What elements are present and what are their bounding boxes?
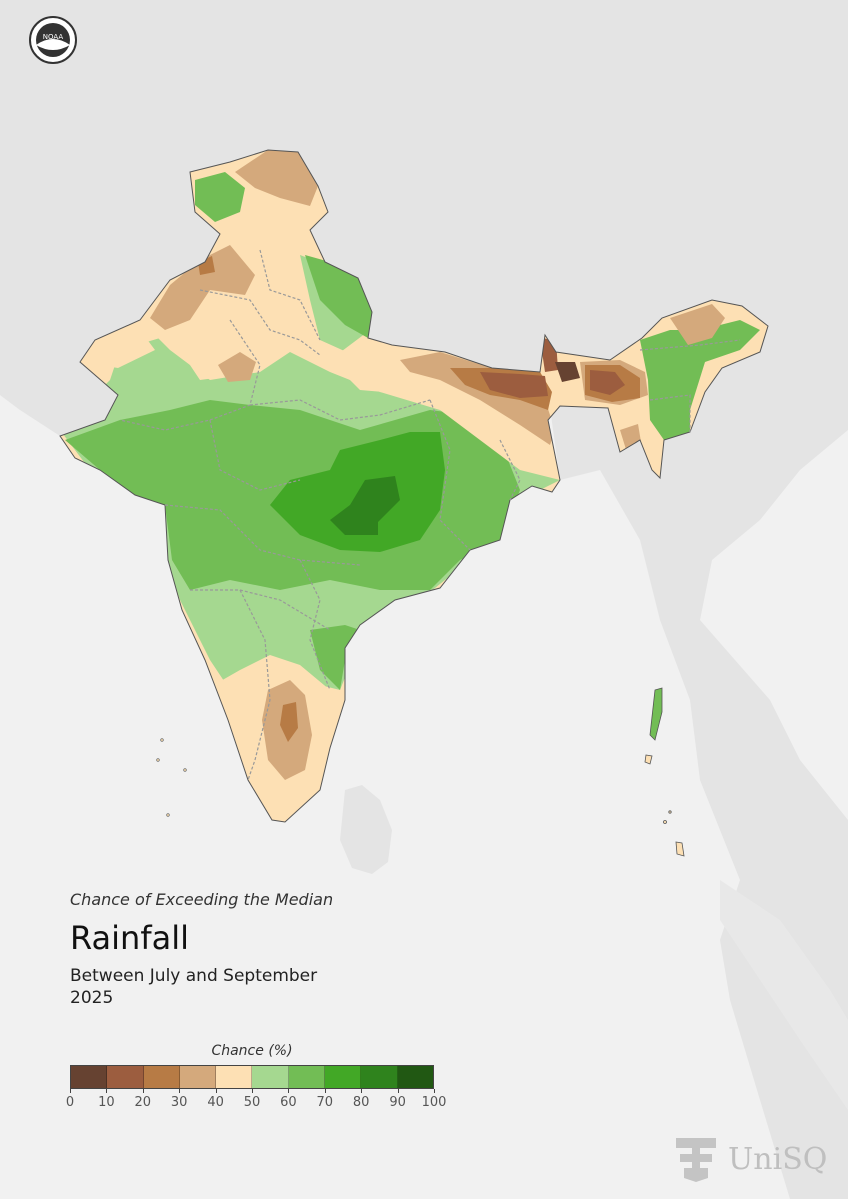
unisq-logo: UniSQ <box>672 1134 827 1184</box>
legend-tick-label: 20 <box>134 1095 152 1110</box>
legend-tick-label: 30 <box>170 1095 188 1110</box>
noaa-logo-text: NOAA <box>43 33 64 41</box>
legend-tick-label: 70 <box>316 1095 334 1110</box>
legend-tick-mark <box>70 1089 71 1093</box>
zone-30-40-punjab <box>150 245 255 330</box>
zone-10-20-assam <box>590 370 625 395</box>
legend-ticks: 0 10 20 30 40 50 60 70 80 90 100 <box>66 1089 446 1111</box>
legend-tick-label: 80 <box>352 1095 370 1110</box>
legend-tick-mark <box>142 1089 144 1093</box>
legend-tick-label: 10 <box>98 1095 115 1110</box>
legend-tick-mark <box>252 1089 253 1093</box>
unisq-logo-icon <box>676 1138 716 1182</box>
legend-swatch <box>216 1066 253 1088</box>
zone-60-70-southeast <box>310 625 360 690</box>
zone-60-70-himachal <box>195 172 245 222</box>
map-title: Rainfall <box>70 919 189 957</box>
legend-swatch <box>143 1066 180 1088</box>
zone-40-50-north <box>140 250 560 480</box>
legend-tick-mark <box>434 1089 435 1093</box>
zone-80-90 <box>330 476 400 535</box>
legend-tick-mark <box>179 1089 181 1093</box>
title-block: Chance of Exceeding the Median Rainfall … <box>70 890 333 1009</box>
zone-20-30-karnataka <box>280 702 298 742</box>
legend-tick-mark <box>106 1089 108 1093</box>
legend-tick-label: 50 <box>243 1095 261 1110</box>
legend-tick-label: 100 <box>421 1095 447 1110</box>
legend-swatch <box>361 1066 398 1088</box>
zone-60-70-northeast <box>640 320 760 440</box>
lakshadweep-islands <box>156 738 187 817</box>
legend-tick-label: 0 <box>65 1095 75 1110</box>
noaa-seal-icon: NOAA <box>29 16 77 64</box>
sri-lanka <box>340 785 392 874</box>
zone-10-20-bihar <box>480 372 548 398</box>
unisq-brand-text: UniSQ <box>728 1141 828 1177</box>
andaman-nicobar-islands <box>644 687 685 857</box>
legend-swatch <box>71 1066 108 1088</box>
zone-40-50-west <box>80 330 155 368</box>
legend-tick-mark <box>397 1089 399 1093</box>
legend-title: Chance (%) <box>211 1043 293 1059</box>
legend-tick-mark <box>324 1089 326 1093</box>
zone-30-40-arunachal <box>670 304 725 345</box>
legend: Chance (%) 0 10 20 30 40 50 60 70 80 90 100 <box>66 1043 447 1111</box>
legend-tick-mark <box>361 1089 363 1093</box>
legend-swatch <box>252 1066 289 1088</box>
zone-70-80 <box>270 432 445 552</box>
legend-swatch <box>397 1066 433 1088</box>
legend-colorbar <box>70 1065 434 1089</box>
legend-tick-mark <box>215 1089 217 1093</box>
legend-swatch <box>325 1066 362 1088</box>
legend-tick-label: 90 <box>389 1095 406 1110</box>
period-line-1: Between July and September <box>70 966 318 986</box>
period-line-2: 2025 <box>70 988 114 1008</box>
zone-0-10-west-bengal <box>555 362 580 382</box>
legend-tick-label: 40 <box>207 1095 224 1110</box>
zone-60-70-uttarakhand <box>305 255 372 338</box>
legend-swatch <box>288 1066 326 1088</box>
legend-tick-label: 60 <box>280 1095 297 1110</box>
zone-30-40-rajasthan-spot <box>218 352 256 382</box>
sumatra <box>720 880 848 1110</box>
state-boundaries <box>119 249 741 781</box>
legend-swatch <box>107 1066 144 1088</box>
noaa-logo: NOAA <box>28 15 78 65</box>
legend-tick-mark <box>288 1089 290 1093</box>
legend-swatch <box>179 1066 217 1088</box>
zone-30-40-kashmir <box>235 150 318 206</box>
map-subtitle: Chance of Exceeding the Median <box>70 890 334 909</box>
